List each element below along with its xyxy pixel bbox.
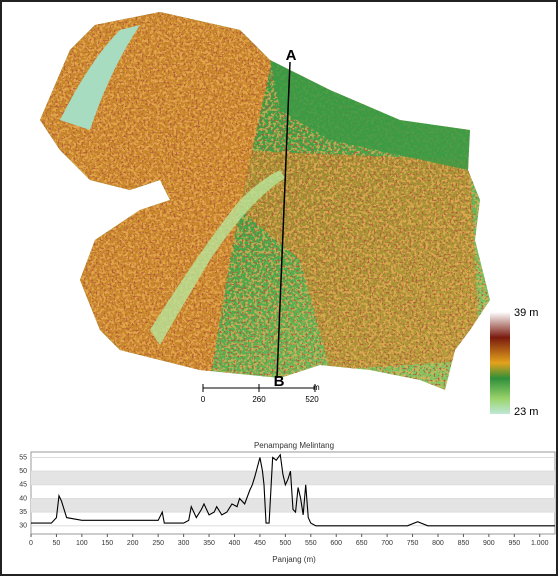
y-tick-label: 45 — [19, 482, 27, 489]
x-tick-label: 200 — [127, 540, 139, 547]
grid-band — [31, 471, 555, 485]
x-tick-label: 1.000 — [531, 540, 549, 547]
x-tick-label: 150 — [101, 540, 113, 547]
x-tick-label: 450 — [254, 540, 266, 547]
scale-label: 260 — [252, 395, 266, 404]
x-tick-label: 900 — [483, 540, 495, 547]
x-tick-label: 650 — [356, 540, 368, 547]
x-tick-label: 350 — [203, 540, 215, 547]
x-tick-label: 500 — [280, 540, 292, 547]
x-tick-label: 300 — [178, 540, 190, 547]
label-b: B — [274, 373, 285, 390]
x-tick-label: 250 — [152, 540, 164, 547]
x-tick-label: 700 — [381, 540, 393, 547]
plot-area — [31, 452, 555, 534]
x-axis-label: Panjang (m) — [272, 555, 316, 564]
x-tick-label: 550 — [305, 540, 317, 547]
y-tick-label: 55 — [19, 454, 27, 461]
x-tick-label: 100 — [76, 540, 88, 547]
x-tick-label: 800 — [432, 540, 444, 547]
x-tick-label: 400 — [229, 540, 241, 547]
x-tick-label: 600 — [330, 540, 342, 547]
x-tick-label: 0 — [29, 540, 33, 547]
legend-max: 39 m — [514, 307, 538, 319]
chart-title: Penampang Melintang — [254, 441, 334, 450]
legend-bar — [490, 312, 510, 414]
scale-label: 0 — [201, 395, 206, 404]
x-tick-label: 950 — [508, 540, 520, 547]
legend-min: 23 m — [514, 406, 538, 418]
scale-label: 520 — [305, 395, 319, 404]
scale-unit: m — [313, 383, 320, 392]
y-tick-label: 35 — [19, 509, 27, 516]
x-tick-label: 750 — [407, 540, 419, 547]
x-tick-label: 850 — [458, 540, 470, 547]
y-tick-label: 50 — [19, 468, 27, 475]
y-tick-label: 40 — [19, 495, 27, 502]
y-tick-label: 30 — [19, 523, 27, 530]
figure: A B 0 260 520 m 39 m 23 m Penampang Meli… — [0, 0, 558, 576]
x-tick-label: 50 — [53, 540, 61, 547]
label-a: A — [286, 47, 297, 64]
